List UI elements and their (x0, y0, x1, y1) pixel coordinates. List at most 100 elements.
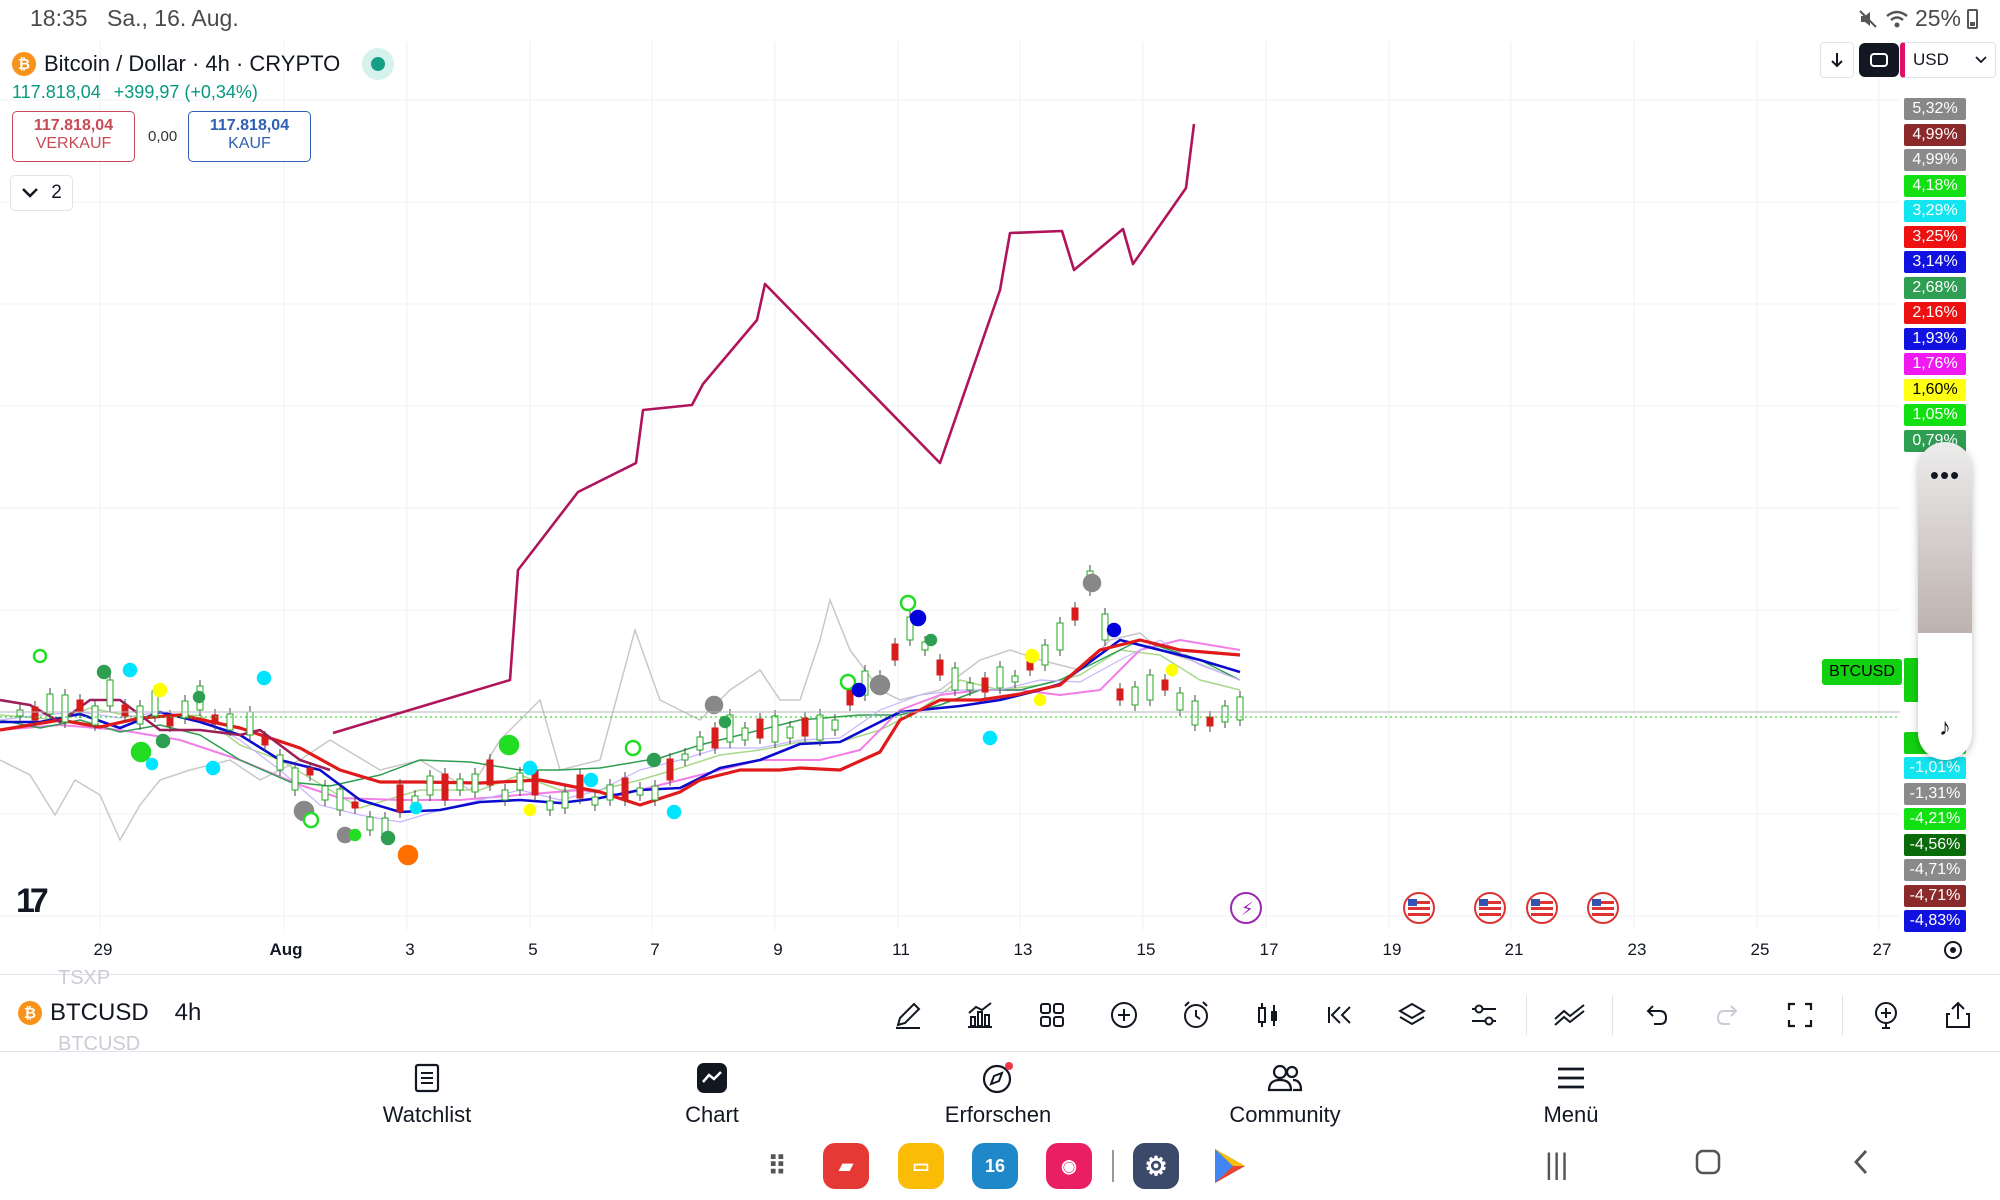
signal-marker (130, 741, 152, 763)
time-axis-label: 23 (1627, 940, 1647, 959)
candle (771, 710, 779, 748)
nav-explore[interactable]: Erforschen (908, 1058, 1088, 1128)
settings-gear-icon (1944, 941, 1962, 959)
candle (456, 773, 464, 796)
share-icon[interactable] (1936, 993, 1980, 1037)
settings-app-icon[interactable]: ⚙ (1133, 1143, 1179, 1189)
signal-marker (32, 648, 48, 664)
sell-price: 117.818,04 (33, 117, 114, 134)
sell-button[interactable]: 117.818,04 VERKAUF (12, 111, 135, 162)
currency-select[interactable]: USD (1900, 42, 1996, 78)
tradingview-logo[interactable]: 17 (16, 882, 49, 920)
candle (181, 695, 189, 724)
recents-icon[interactable]: ||| (1545, 1148, 1569, 1181)
signal-marker (122, 662, 138, 678)
more-icon[interactable]: ••• (1929, 460, 1961, 490)
notes-app-icon[interactable]: ▰ (823, 1143, 869, 1189)
candle (246, 706, 254, 741)
next-ticker[interactable]: BTCUSD (58, 1033, 141, 1055)
candles-icon[interactable] (1246, 993, 1290, 1037)
candle (1221, 700, 1229, 728)
wifi-icon (1886, 10, 1908, 27)
camera-app-icon[interactable]: ◉ (1046, 1143, 1092, 1189)
signal-marker (145, 757, 159, 771)
timeframe-button[interactable]: 4h (174, 999, 202, 1026)
back-icon[interactable] (1851, 1148, 1871, 1184)
market-status-icon[interactable] (362, 48, 395, 80)
symbol-title[interactable]: Bitcoin / Dollar · 4h · CRYPTO (44, 51, 341, 76)
signal-marker (498, 734, 520, 756)
settings-icon[interactable] (1462, 993, 1506, 1037)
files-app-icon[interactable]: ▭ (898, 1143, 944, 1189)
alert-icon[interactable] (1174, 993, 1218, 1037)
price-scale-label: -4,56% (1904, 833, 1966, 856)
signal-marker (523, 803, 537, 817)
candle (621, 772, 629, 806)
candle (16, 704, 24, 722)
chart-grid (0, 42, 1900, 930)
us-flag-icon (1474, 892, 1506, 924)
candle (696, 731, 704, 756)
add-alert-icon[interactable] (1864, 993, 1908, 1037)
replay-icon[interactable] (1318, 993, 1362, 1037)
fullscreen-icon[interactable] (1778, 993, 1822, 1037)
indicators-collapse-button[interactable]: 2 (10, 175, 73, 211)
pencil-icon[interactable] (886, 993, 930, 1037)
price-scale-label: 3,14% (1904, 251, 1966, 273)
audio-icon[interactable]: ♪ (1939, 714, 1951, 741)
symbol-header[interactable]: ₿ Bitcoin / Dollar · 4h · CRYPTO (12, 48, 395, 80)
ticker-selector[interactable]: ₿ BTCUSD 4h (18, 999, 201, 1027)
sell-label: VERKAUF (35, 135, 112, 152)
candle (61, 689, 69, 728)
symbol-price-tag: BTCUSD (1822, 659, 1902, 685)
nav-watchlist[interactable]: Watchlist (337, 1058, 517, 1128)
floating-side-panel[interactable]: ••• ♪ (1918, 442, 1972, 760)
play-store-icon[interactable] (1207, 1143, 1253, 1189)
candle (1011, 670, 1019, 688)
indicator-line-maroon (0, 698, 331, 772)
nav-label: Erforschen (944, 1102, 1052, 1127)
candle (996, 661, 1004, 694)
candle (336, 783, 344, 816)
candle (981, 672, 989, 698)
buy-button[interactable]: 117.818,04 KAUF (188, 111, 311, 162)
signal-marker (718, 715, 732, 729)
previous-ticker[interactable]: TSXP (58, 967, 111, 989)
calendar-app-icon[interactable]: 16 (972, 1143, 1018, 1189)
home-icon[interactable] (1694, 1148, 1722, 1184)
price-scale-label: 3,29% (1904, 200, 1966, 222)
nav-chart[interactable]: Chart (622, 1058, 802, 1128)
signal-marker (380, 830, 396, 846)
layers-icon[interactable] (1390, 993, 1434, 1037)
signal-marker (624, 739, 642, 757)
signal-marker (192, 690, 206, 704)
candle (91, 700, 99, 731)
candle (136, 700, 144, 730)
candle (1071, 602, 1079, 626)
price-scale-label: -4,21% (1904, 808, 1966, 830)
candle (966, 677, 974, 696)
app-drawer-icon[interactable]: ⠿ (767, 1150, 787, 1181)
nav-menu[interactable]: Menü (1481, 1058, 1661, 1128)
watchlist-icon (337, 1058, 517, 1098)
chart-mode-button[interactable] (1856, 42, 1902, 78)
community-icon (1195, 1058, 1375, 1098)
candle (711, 722, 719, 754)
nav-label: Community (1229, 1102, 1341, 1127)
candle (291, 762, 299, 796)
price-scale-label: 4,18% (1904, 174, 1966, 197)
add-icon[interactable] (1102, 993, 1146, 1037)
signal-marker (1082, 573, 1102, 593)
indicators-icon[interactable] (958, 993, 1002, 1037)
redo-icon[interactable] (1706, 993, 1750, 1037)
candle (486, 754, 494, 791)
undo-icon[interactable] (1634, 993, 1678, 1037)
ichimoku-cloud (0, 597, 1241, 842)
nav-community[interactable]: Community (1195, 1058, 1375, 1128)
price-scale-label: 4,99% (1904, 149, 1966, 171)
compare-icon[interactable] (1548, 993, 1592, 1037)
layout-icon[interactable] (1030, 993, 1074, 1037)
scroll-to-latest-button[interactable] (1820, 42, 1854, 78)
signal-marker (869, 674, 891, 696)
